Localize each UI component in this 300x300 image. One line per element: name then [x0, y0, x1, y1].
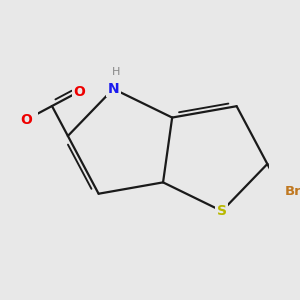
Text: Br: Br	[285, 185, 300, 198]
Text: O: O	[20, 113, 32, 127]
Text: H: H	[112, 67, 121, 77]
Text: S: S	[217, 204, 227, 218]
Text: N: N	[107, 82, 119, 96]
Text: O: O	[73, 85, 85, 99]
